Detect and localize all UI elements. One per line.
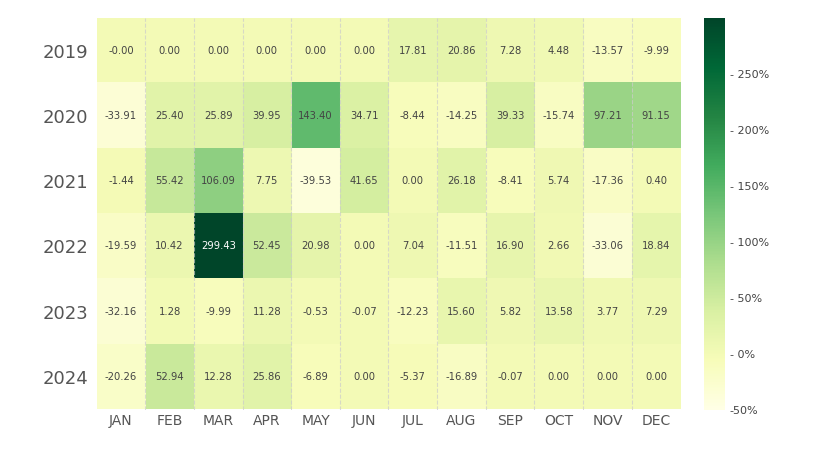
Text: 7.75: 7.75 (255, 176, 278, 186)
Text: -13.57: -13.57 (591, 46, 623, 56)
Text: 17.81: 17.81 (398, 46, 427, 56)
Text: 52.45: 52.45 (253, 242, 281, 252)
Text: 0.00: 0.00 (548, 372, 570, 382)
Text: 39.95: 39.95 (253, 111, 281, 121)
Text: 25.40: 25.40 (155, 111, 184, 121)
Text: -9.99: -9.99 (643, 46, 669, 56)
Text: 41.65: 41.65 (350, 176, 379, 186)
Text: -0.53: -0.53 (302, 307, 328, 317)
Text: -11.51: -11.51 (445, 242, 478, 252)
Text: 12.28: 12.28 (204, 372, 233, 382)
Text: 20.86: 20.86 (447, 46, 475, 56)
Text: 2.66: 2.66 (548, 242, 570, 252)
Text: 0.00: 0.00 (645, 372, 667, 382)
Text: 1.28: 1.28 (159, 307, 181, 317)
Text: -6.89: -6.89 (302, 372, 328, 382)
Text: 52.94: 52.94 (155, 372, 184, 382)
Text: 39.33: 39.33 (496, 111, 524, 121)
Text: -12.23: -12.23 (396, 307, 429, 317)
Text: 0.00: 0.00 (596, 372, 618, 382)
Text: -8.41: -8.41 (497, 176, 523, 186)
Text: 13.58: 13.58 (544, 307, 573, 317)
Text: 0.00: 0.00 (353, 46, 375, 56)
Text: 5.82: 5.82 (499, 307, 522, 317)
Text: 143.40: 143.40 (298, 111, 333, 121)
Text: -33.91: -33.91 (105, 111, 137, 121)
Text: 0.00: 0.00 (207, 46, 229, 56)
Text: 26.18: 26.18 (447, 176, 475, 186)
Text: 299.43: 299.43 (201, 242, 236, 252)
Text: -15.74: -15.74 (543, 111, 575, 121)
Text: -17.36: -17.36 (591, 176, 623, 186)
Text: 7.29: 7.29 (645, 307, 667, 317)
Text: -1.44: -1.44 (108, 176, 134, 186)
Text: -39.53: -39.53 (300, 176, 332, 186)
Text: -0.07: -0.07 (497, 372, 523, 382)
Text: 7.28: 7.28 (499, 46, 522, 56)
Text: 15.60: 15.60 (447, 307, 475, 317)
Text: -33.06: -33.06 (591, 242, 623, 252)
Text: -8.44: -8.44 (400, 111, 426, 121)
Text: 0.00: 0.00 (353, 372, 375, 382)
Text: 0.00: 0.00 (353, 242, 375, 252)
Text: 25.86: 25.86 (253, 372, 281, 382)
Text: 11.28: 11.28 (253, 307, 281, 317)
Y-axis label: Years: Years (0, 196, 1, 232)
Text: 0.00: 0.00 (305, 46, 327, 56)
Text: 34.71: 34.71 (350, 111, 379, 121)
Text: 3.77: 3.77 (596, 307, 618, 317)
Text: 18.84: 18.84 (642, 242, 670, 252)
Text: -20.26: -20.26 (105, 372, 137, 382)
Text: -0.00: -0.00 (108, 46, 134, 56)
Text: -14.25: -14.25 (445, 111, 478, 121)
Text: 91.15: 91.15 (642, 111, 670, 121)
Text: 7.04: 7.04 (402, 242, 424, 252)
Text: -19.59: -19.59 (105, 242, 137, 252)
Text: 4.48: 4.48 (548, 46, 570, 56)
Text: 0.00: 0.00 (159, 46, 181, 56)
Text: -32.16: -32.16 (105, 307, 137, 317)
Text: 25.89: 25.89 (204, 111, 233, 121)
Text: 0.00: 0.00 (256, 46, 278, 56)
Text: 20.98: 20.98 (302, 242, 330, 252)
Text: 106.09: 106.09 (201, 176, 236, 186)
Text: 10.42: 10.42 (155, 242, 184, 252)
Text: -0.07: -0.07 (351, 307, 377, 317)
Text: 0.00: 0.00 (402, 176, 424, 186)
Text: 97.21: 97.21 (593, 111, 622, 121)
Text: 16.90: 16.90 (496, 242, 524, 252)
Text: -9.99: -9.99 (205, 307, 231, 317)
Text: 0.40: 0.40 (645, 176, 667, 186)
Text: -16.89: -16.89 (445, 372, 478, 382)
Text: 5.74: 5.74 (548, 176, 570, 186)
Text: 55.42: 55.42 (155, 176, 184, 186)
Text: -5.37: -5.37 (400, 372, 426, 382)
